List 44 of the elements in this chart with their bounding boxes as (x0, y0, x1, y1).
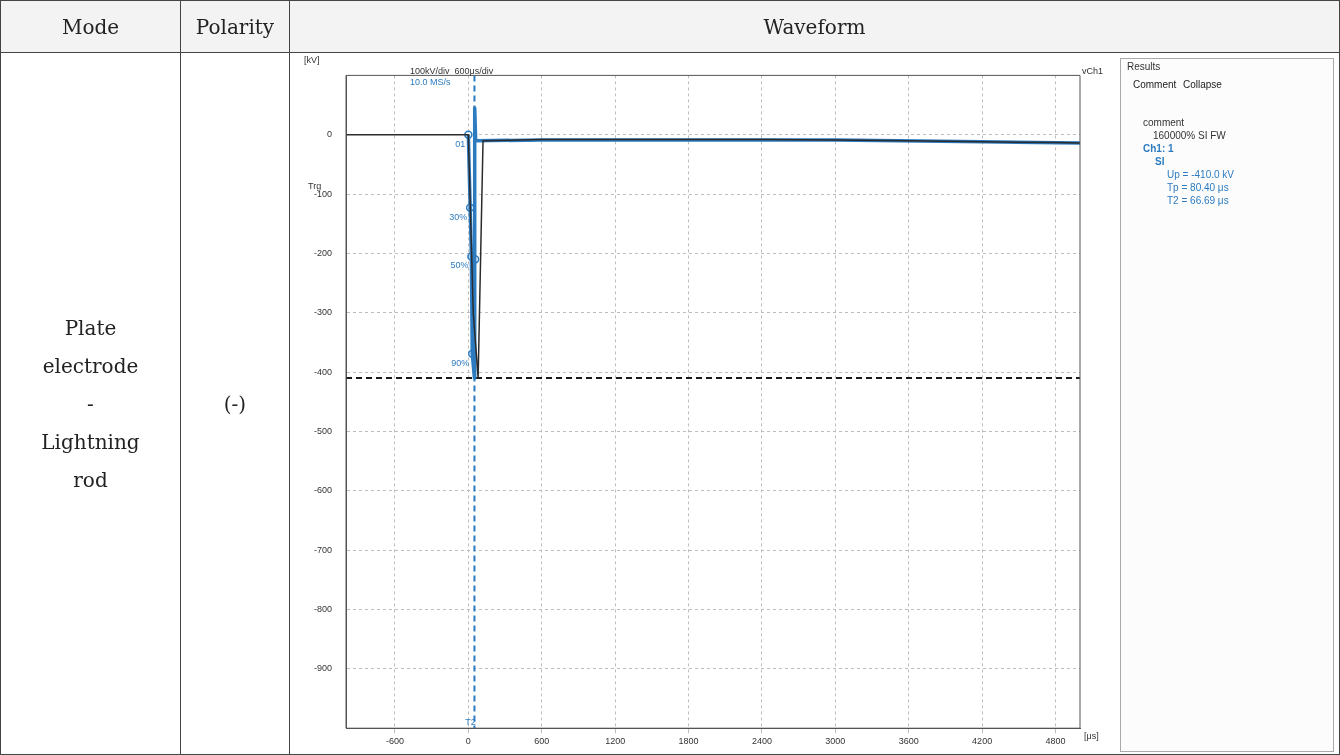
x-tick-label: 1800 (678, 736, 699, 747)
y-tick-label: -300 (314, 307, 333, 318)
text: Collapse (1183, 79, 1222, 90)
text: vCh1 (1082, 66, 1104, 76)
y-tick-label: 0 (327, 129, 333, 140)
text: T2 = 66.69 μs (1167, 195, 1229, 206)
text: 160000% SI FW (1153, 130, 1226, 141)
annotation: 10.0 MS/s (410, 77, 451, 87)
x-axis-title: [μs] (1084, 731, 1099, 742)
x-tick-label: 3000 (825, 736, 846, 747)
text: Tp = 80.40 μs (1167, 182, 1229, 193)
y-axis-title: [kV] (304, 54, 320, 65)
annotation: 90% (451, 357, 470, 368)
annotation: 30% (449, 211, 468, 222)
text: Ch1: 1 (1143, 143, 1174, 154)
text: Results (1127, 61, 1161, 72)
x-tick-label: 2400 (751, 736, 772, 747)
x-tick-label: 0 (465, 736, 471, 747)
y-tick-label: -800 (314, 603, 333, 614)
text: Plate electrode - Lightning rod (0, 52, 181, 755)
annotation: 100kV/div 600μs/div (410, 66, 494, 76)
annotation: 50% (450, 260, 469, 271)
x-tick-label: 4200 (972, 736, 993, 747)
text: Up = -410.0 kV (1167, 169, 1234, 180)
y-tick-label: -700 (314, 544, 333, 555)
chart-title: Waveform (289, 0, 1340, 53)
annotation: 01 (455, 138, 466, 149)
x-tick-label: -600 (385, 736, 404, 747)
y-tick-label: -500 (314, 425, 333, 436)
x-tick-label: 1200 (605, 736, 626, 747)
y-tick-label: -200 (314, 247, 333, 258)
y-tick-label: -400 (314, 366, 333, 377)
x-tick-label: 4800 (1045, 736, 1066, 747)
text: Mode (0, 0, 181, 53)
text: SI (1155, 156, 1165, 167)
text: Polarity (180, 0, 290, 53)
x-tick-label: 600 (534, 736, 550, 747)
x-tick-label: 3600 (898, 736, 919, 747)
y-tick-label: -600 (314, 485, 333, 496)
point (464, 130, 473, 139)
y-tick-label: -900 (314, 663, 333, 674)
text: Comment (1133, 79, 1177, 90)
text: comment (1143, 117, 1185, 128)
text: (-) (180, 52, 290, 755)
